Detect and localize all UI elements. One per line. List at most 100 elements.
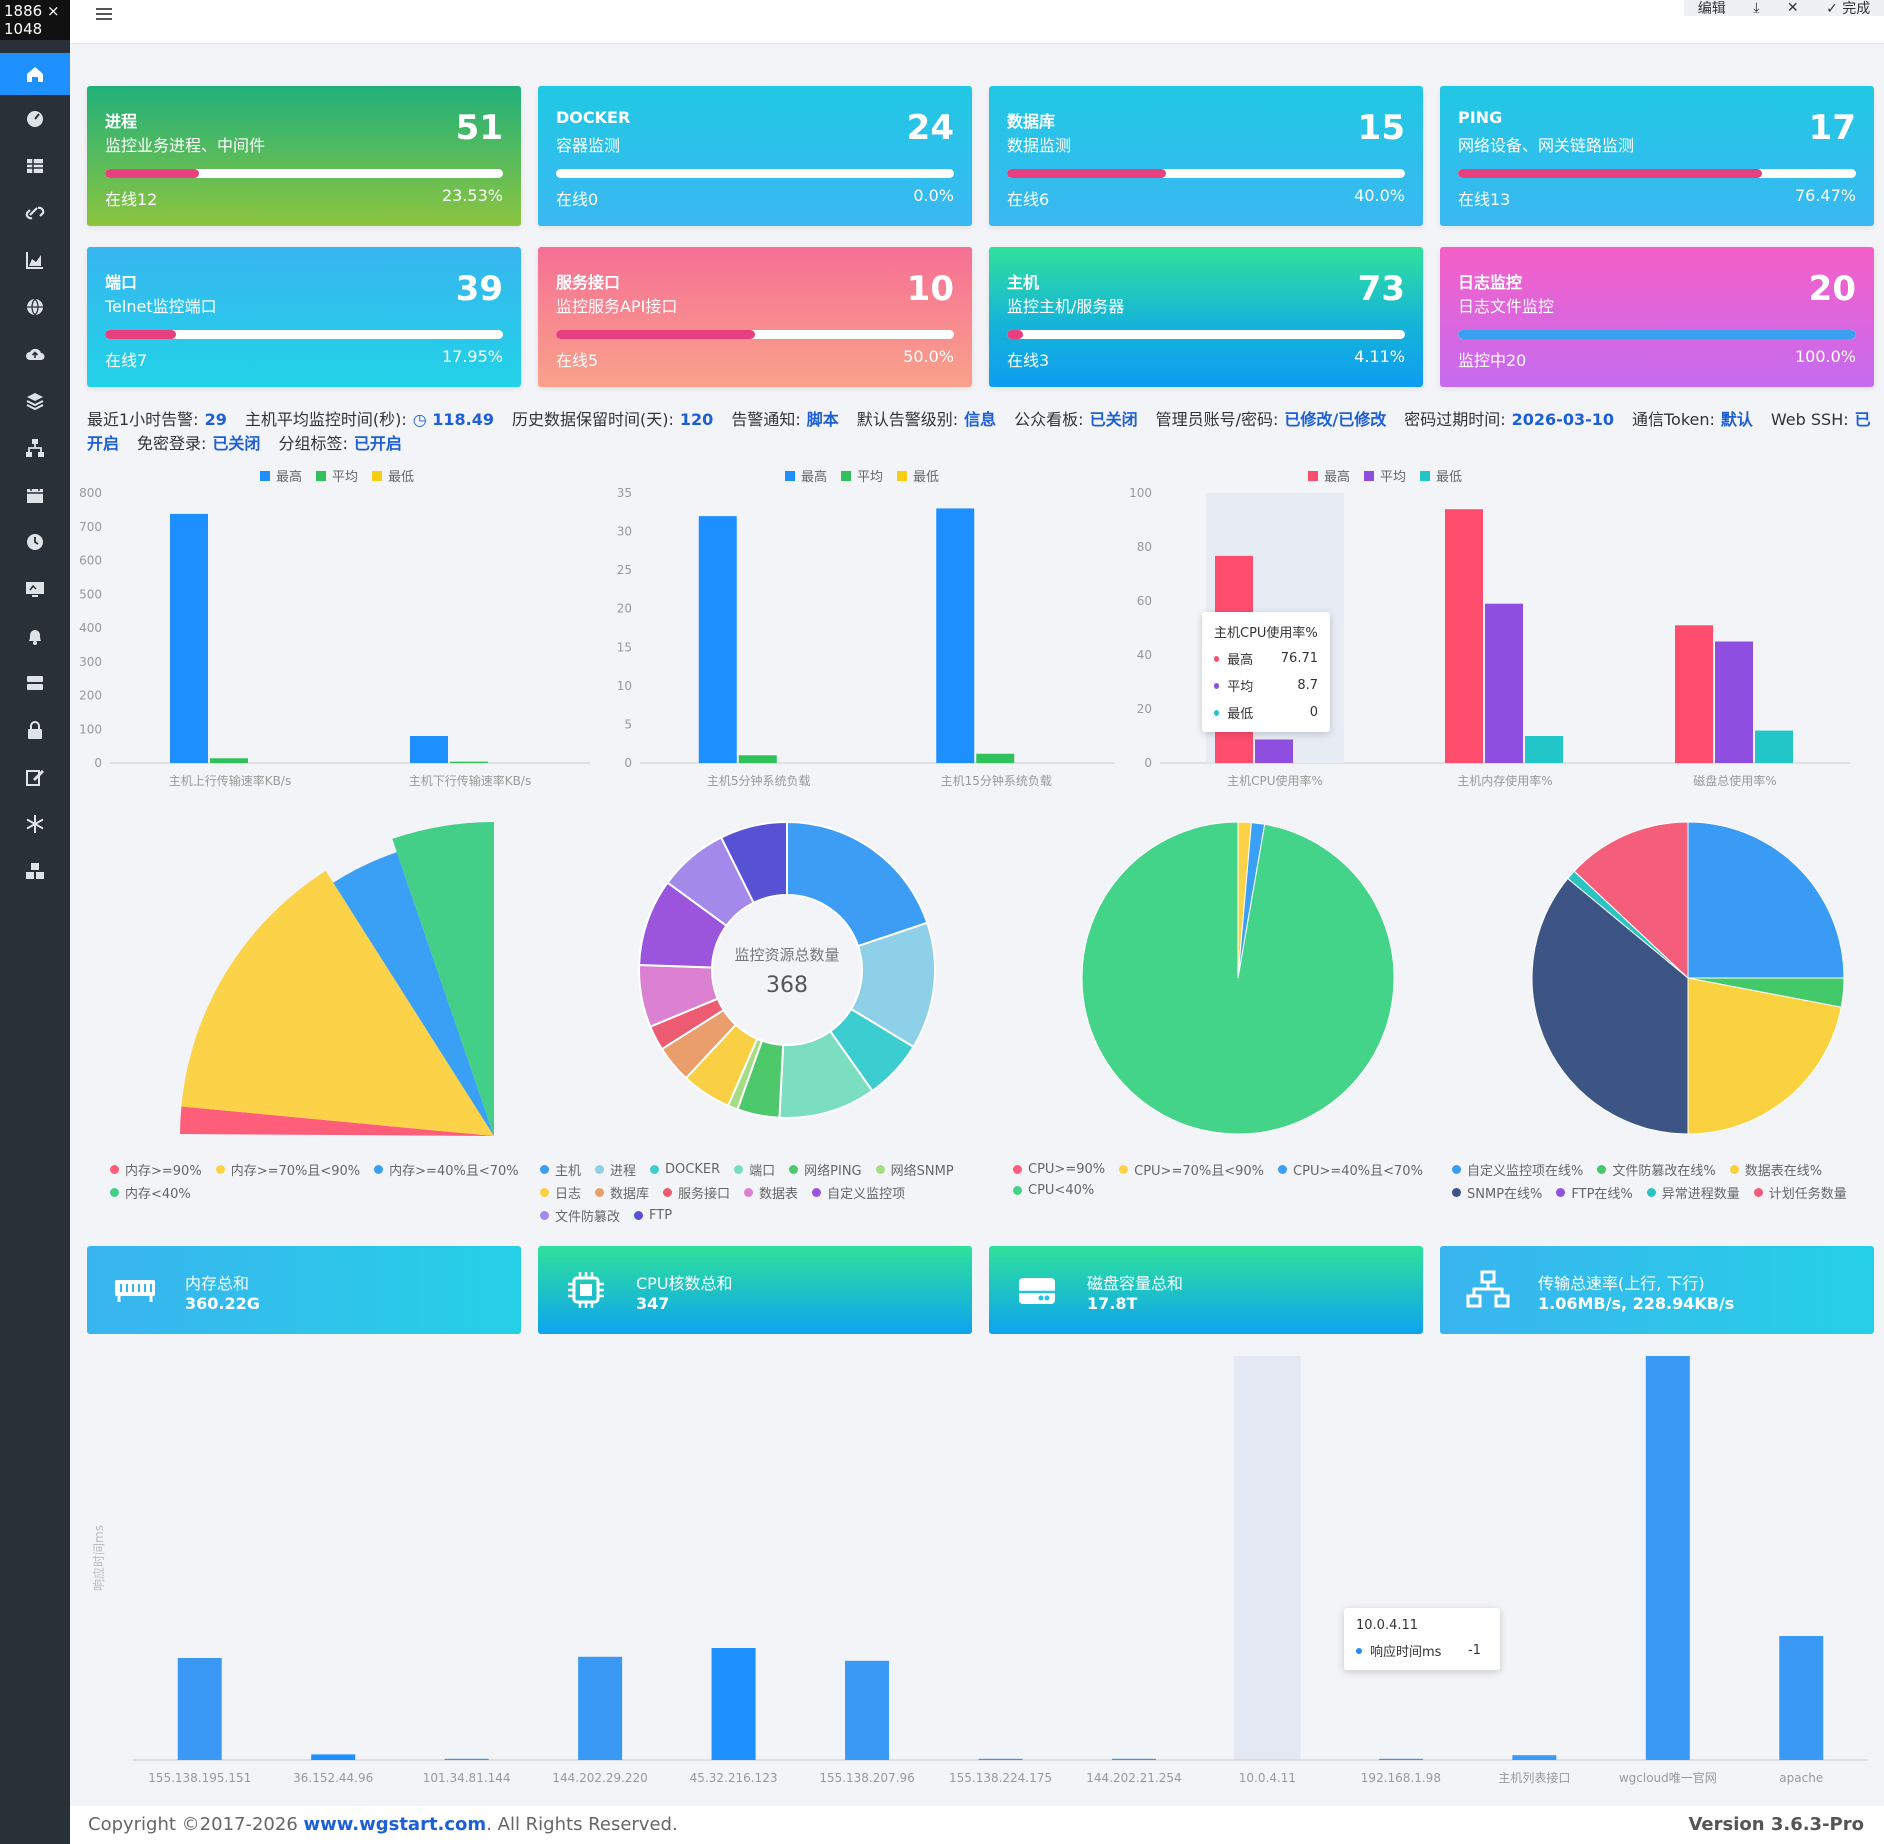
pie-slice-3 — [392, 822, 494, 1136]
y-tick-label: 20 — [617, 602, 632, 616]
stat-card-3[interactable]: PING 网络设备、网关链路监测 17 在线13 76.47% — [1440, 86, 1874, 226]
legend-item[interactable]: CPU<40% — [1013, 1183, 1094, 1198]
legend-item[interactable]: 网络SNMP — [875, 1160, 954, 1179]
topbar: 编辑 ⤓ ✕ ✓ 完成 — [70, 0, 1884, 44]
legend-item[interactable]: 服务接口 — [663, 1183, 730, 1202]
legend-item[interactable]: 数据库 — [595, 1183, 649, 1202]
legend-item[interactable]: 主机 — [540, 1160, 581, 1179]
legend-item[interactable]: 内存<40% — [110, 1183, 191, 1202]
legend-item[interactable]: 内存>=40%且<70% — [374, 1160, 519, 1179]
legend-item[interactable]: CPU>=70%且<90% — [1119, 1160, 1264, 1179]
sidebar-item-snowflake[interactable] — [0, 800, 70, 847]
legend-item[interactable]: FTP — [634, 1206, 672, 1225]
card-subtitle: 监控服务API接口 — [556, 297, 678, 316]
sidebar-item-link[interactable] — [0, 189, 70, 236]
tooltip-row: 平均 8.7 — [1214, 676, 1318, 695]
sidebar-item-bell[interactable] — [0, 612, 70, 659]
legend-item[interactable]: 最低 — [897, 466, 939, 485]
sidebar-item-area-chart[interactable] — [0, 236, 70, 283]
legend-item[interactable]: CPU>=40%且<70% — [1278, 1160, 1423, 1179]
info-value: 已关闭 — [212, 434, 261, 453]
stat-card-6[interactable]: 主机 监控主机/服务器 73 在线3 4.11% — [989, 247, 1423, 387]
sidebar-item-table[interactable] — [0, 142, 70, 189]
stat-card-4[interactable]: 端口 Telnet监控端口 39 在线7 17.95% — [87, 247, 521, 387]
legend-label: 平均 — [331, 470, 358, 485]
legend-item[interactable]: 平均 — [840, 466, 883, 485]
y-tick-label: 100 — [1129, 486, 1152, 500]
sidebar-item-cubes[interactable] — [0, 847, 70, 894]
legend-item[interactable]: 端口 — [734, 1160, 775, 1179]
response-bar-6 — [978, 1758, 1023, 1760]
legend-item[interactable]: 最低 — [372, 466, 414, 485]
sidebar-item-server[interactable] — [0, 659, 70, 706]
card-subtitle: 监控业务进程、中间件 — [105, 136, 266, 155]
legend-item[interactable]: 自定义监控项在线% — [1452, 1160, 1583, 1179]
legend-item[interactable]: 文件防篡改在线% — [1597, 1160, 1716, 1179]
x-tick-label: 155.138.224.175 — [949, 1771, 1052, 1785]
y-tick-label: 300 — [79, 655, 102, 669]
toolbar-item-0[interactable]: 编辑 — [1697, 1, 1726, 17]
sidebar-item-home[interactable] — [0, 53, 70, 95]
stat-card-7[interactable]: 日志监控 日志文件监控 20 监控中20 100.0% — [1440, 247, 1874, 387]
stat-card-2[interactable]: 数据库 数据监测 15 在线6 40.0% — [989, 86, 1423, 226]
legend-label: 日志 — [555, 1187, 582, 1202]
summary-value: 1.06MB/s, 228.94KB/s — [1538, 1294, 1735, 1313]
sidebar-item-globe[interactable] — [0, 283, 70, 330]
legend-dot — [1013, 1186, 1022, 1195]
legend-dot — [595, 1165, 605, 1174]
stat-card-1[interactable]: DOCKER 容器监测 24 在线0 0.0% — [538, 86, 972, 226]
toolbar-item-3[interactable]: ✓ 完成 — [1826, 1, 1871, 17]
sidebar-item-monitor[interactable] — [0, 565, 70, 612]
bar-1-0 — [410, 736, 448, 763]
legend-item[interactable]: 网络PING — [789, 1160, 862, 1179]
legend-item[interactable]: 计划任务数量 — [1753, 1183, 1847, 1202]
legend-item[interactable]: DOCKER — [650, 1160, 720, 1179]
legend-label: 平均 — [856, 470, 883, 485]
legend-item[interactable]: 平均 — [315, 466, 358, 485]
tooltip-value: 0 — [1309, 705, 1318, 720]
legend-item[interactable]: 最高 — [1307, 466, 1350, 485]
legend-item[interactable]: 进程 — [595, 1160, 636, 1179]
toolbar-item-2[interactable]: ✕ — [1786, 0, 1799, 16]
sidebar-item-layers[interactable] — [0, 377, 70, 424]
legend-item[interactable]: SNMP在线% — [1452, 1183, 1542, 1202]
sidebar-item-clock[interactable] — [0, 518, 70, 565]
legend-swatch — [784, 470, 795, 481]
legend-item[interactable]: 最低 — [1420, 466, 1462, 485]
response-bar-9 — [1378, 1758, 1423, 1760]
tooltip-value: -1 — [1468, 1643, 1481, 1658]
legend-item[interactable]: CPU>=90% — [1013, 1160, 1105, 1179]
legend-item[interactable]: 日志 — [540, 1183, 581, 1202]
sidebar-item-sitemap[interactable] — [0, 424, 70, 471]
sidebar-item-calendar[interactable] — [0, 471, 70, 518]
link-icon — [25, 206, 45, 219]
legend-item[interactable]: 最高 — [784, 466, 827, 485]
sidebar-item-cloud-upload[interactable] — [0, 330, 70, 377]
toolbar-item-1[interactable]: ⤓ — [1753, 0, 1760, 16]
card-title: 服务接口 — [556, 273, 621, 292]
sidebar-item-dashboard[interactable] — [0, 95, 70, 142]
site-link[interactable]: www.wgstart.com — [303, 1814, 487, 1835]
stat-card-0[interactable]: 进程 监控业务进程、中间件 51 在线12 23.53% — [87, 86, 521, 226]
legend-item[interactable]: 数据表 — [744, 1183, 798, 1202]
sidebar-item-lock[interactable] — [0, 706, 70, 753]
sidebar-item-edit[interactable] — [0, 753, 70, 800]
legend-item[interactable]: FTP在线% — [1556, 1183, 1633, 1202]
legend-item[interactable]: 最高 — [259, 466, 302, 485]
rose-pie-svg — [180, 822, 494, 1136]
legend-item[interactable]: 平均 — [1363, 466, 1406, 485]
legend-item[interactable]: 内存>=70%且<90% — [215, 1160, 361, 1179]
legend-item[interactable]: 内存>=90% — [110, 1160, 202, 1179]
card-online-count: 在线13 — [1458, 190, 1511, 209]
legend-label: 内存>=70%且<90% — [230, 1164, 361, 1179]
legend-item[interactable]: 异常进程数量 — [1646, 1183, 1740, 1202]
legend-item[interactable]: 文件防篡改 — [540, 1206, 620, 1225]
menu-toggle-icon[interactable] — [94, 4, 114, 24]
card-online-count: 在线0 — [556, 190, 599, 209]
card-progress-bar — [556, 330, 954, 339]
card-subtitle: 容器监测 — [556, 136, 621, 155]
stat-card-5[interactable]: 服务接口 监控服务API接口 10 在线5 50.0% — [538, 247, 972, 387]
legend-item[interactable]: 数据表在线% — [1729, 1160, 1822, 1179]
legend-label: 最高 — [275, 470, 302, 485]
legend-item[interactable]: 自定义监控项 — [812, 1183, 905, 1202]
